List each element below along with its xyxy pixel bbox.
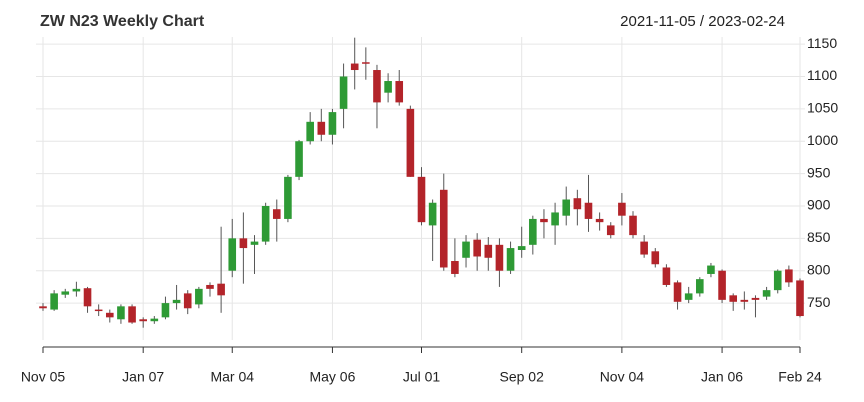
x-tick-label: May 06	[309, 369, 355, 385]
candle-body	[128, 306, 136, 323]
candle-body	[206, 284, 214, 289]
candle-body	[72, 288, 81, 292]
candle-body	[651, 251, 660, 265]
candle-body	[417, 176, 426, 223]
candle-body	[796, 280, 804, 317]
candle-body	[640, 241, 648, 255]
candle-body	[195, 288, 203, 305]
candle-body	[785, 269, 793, 283]
candle-body	[696, 279, 704, 294]
candle-body	[150, 318, 159, 322]
y-tick-label: 850	[807, 229, 831, 245]
candle-body	[50, 293, 58, 310]
candle-body	[428, 202, 437, 226]
x-tick-label: Sep 02	[500, 369, 545, 385]
candle-body	[662, 267, 671, 285]
candle-body	[673, 282, 682, 302]
candle-body	[595, 218, 604, 223]
candle-body	[384, 81, 392, 93]
candle-body	[439, 189, 448, 268]
x-tick-label: Mar 04	[210, 369, 254, 385]
candle-body	[239, 238, 248, 249]
candle-body	[606, 225, 615, 236]
candle-body	[751, 297, 760, 300]
x-tick-label: Jan 06	[701, 369, 743, 385]
candle-body	[529, 218, 537, 245]
x-tick-label: Feb 24	[778, 369, 822, 385]
candle-body	[161, 303, 170, 318]
candle-body	[540, 218, 548, 223]
candle-body	[350, 63, 359, 71]
candle-body	[306, 121, 314, 142]
candle-body	[584, 202, 593, 219]
candle-body	[517, 246, 526, 251]
candle-body	[362, 62, 370, 64]
candle-body	[406, 108, 415, 177]
x-tick-label: Nov 04	[600, 369, 645, 385]
candle-body	[495, 244, 504, 271]
candle-body	[172, 299, 181, 304]
candle-body	[762, 290, 771, 297]
x-tick-label: Jul 01	[403, 369, 441, 385]
x-tick-label: Jan 07	[122, 369, 164, 385]
candle-body	[272, 209, 281, 219]
y-tick-label: 1100	[807, 67, 837, 83]
candle-body	[94, 309, 103, 312]
candle-body	[83, 288, 92, 307]
y-tick-label: 750	[807, 294, 831, 310]
candle-body	[473, 239, 481, 257]
y-tick-label: 950	[807, 164, 831, 180]
candle-body	[740, 299, 749, 302]
candle-body	[217, 283, 225, 296]
y-tick-label: 1150	[807, 35, 837, 51]
candle-body	[462, 241, 470, 258]
candle-body	[117, 306, 125, 320]
y-tick-label: 800	[807, 261, 831, 277]
candle-body	[373, 70, 381, 103]
candle-body	[317, 121, 326, 135]
candle-body	[618, 202, 626, 216]
candle-body	[484, 244, 493, 258]
candle-body	[729, 295, 738, 302]
candle-body	[451, 261, 459, 274]
y-tick-label: 1050	[807, 100, 838, 116]
candle-body	[39, 306, 47, 309]
candle-body	[284, 176, 292, 219]
x-tick-label: Nov 05	[21, 369, 66, 385]
candle-body	[61, 291, 70, 295]
candle-body	[573, 198, 582, 210]
candle-body	[707, 265, 715, 274]
date-range: 2021-11-05 / 2023-02-24	[620, 13, 785, 30]
candle-body	[228, 238, 237, 271]
candle-body	[395, 81, 404, 103]
y-tick-label: 1000	[807, 132, 838, 148]
candle-body	[718, 270, 726, 300]
candle-body	[328, 112, 337, 135]
candle-body	[339, 76, 348, 109]
y-tick-label: 900	[807, 197, 831, 213]
candle-body	[295, 141, 303, 177]
candle-body	[250, 241, 259, 245]
candle-body	[684, 293, 693, 300]
candle-body	[139, 319, 147, 322]
candle-body	[183, 293, 192, 309]
candle-body	[629, 215, 637, 236]
candle-body	[261, 205, 270, 242]
candle-body	[562, 199, 571, 216]
candle-body	[551, 212, 559, 226]
candle-body	[506, 248, 515, 271]
candle-body	[105, 312, 114, 318]
chart-title: ZW N23 Weekly Chart	[40, 13, 205, 30]
candle-body	[773, 270, 782, 291]
